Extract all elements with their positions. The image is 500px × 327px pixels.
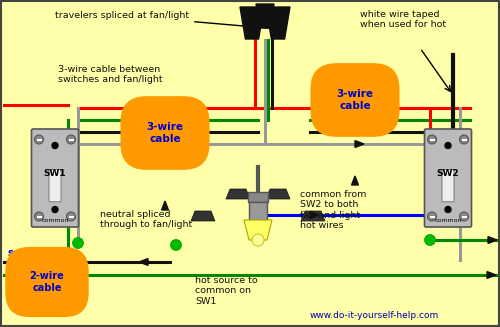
Bar <box>68 139 73 141</box>
Circle shape <box>34 135 43 144</box>
Text: 3-wire cable between
switches and fan/light: 3-wire cable between switches and fan/li… <box>58 65 162 84</box>
Polygon shape <box>240 7 264 39</box>
FancyBboxPatch shape <box>424 129 472 227</box>
Text: source
@1st switch: source @1st switch <box>8 248 78 270</box>
Polygon shape <box>355 105 364 112</box>
Polygon shape <box>168 117 177 123</box>
Bar <box>36 139 42 141</box>
Polygon shape <box>355 129 364 135</box>
Polygon shape <box>266 189 290 199</box>
Text: common from
SW2 to both
fan and light
hot wires: common from SW2 to both fan and light ho… <box>300 190 366 230</box>
Polygon shape <box>139 259 148 266</box>
Circle shape <box>66 135 76 144</box>
Polygon shape <box>168 105 177 112</box>
Text: www.do-it-yourself-help.com: www.do-it-yourself-help.com <box>310 311 440 320</box>
FancyBboxPatch shape <box>32 129 78 227</box>
Circle shape <box>52 206 58 213</box>
Polygon shape <box>487 272 496 278</box>
Polygon shape <box>301 211 325 221</box>
Bar <box>462 139 466 141</box>
Text: travelers spliced at fan/light: travelers spliced at fan/light <box>55 11 286 31</box>
Circle shape <box>252 234 264 246</box>
Text: common: common <box>434 218 462 223</box>
Polygon shape <box>488 236 497 243</box>
Text: 3-wire
cable: 3-wire cable <box>336 89 374 111</box>
FancyBboxPatch shape <box>442 169 454 202</box>
Bar <box>248 192 268 202</box>
Polygon shape <box>226 189 250 199</box>
Polygon shape <box>266 7 290 39</box>
Polygon shape <box>355 141 364 147</box>
Circle shape <box>72 237 84 249</box>
Polygon shape <box>146 129 155 135</box>
Polygon shape <box>162 201 168 210</box>
Bar <box>462 215 466 217</box>
Circle shape <box>460 135 468 144</box>
Text: SW2: SW2 <box>436 169 460 178</box>
Circle shape <box>52 143 58 148</box>
Circle shape <box>424 234 436 246</box>
Polygon shape <box>355 117 364 123</box>
Circle shape <box>170 239 181 250</box>
Text: common: common <box>41 218 69 223</box>
Circle shape <box>34 212 43 221</box>
Circle shape <box>460 212 468 221</box>
Text: 2-wire
cable: 2-wire cable <box>30 271 64 293</box>
Bar <box>430 139 434 141</box>
Text: 3-wire
cable: 3-wire cable <box>146 122 184 144</box>
Text: white wire taped
when used for hot: white wire taped when used for hot <box>360 10 446 29</box>
Polygon shape <box>310 212 319 218</box>
Bar <box>68 215 73 217</box>
Circle shape <box>66 212 76 221</box>
Circle shape <box>428 212 436 221</box>
Polygon shape <box>244 220 272 240</box>
Circle shape <box>445 206 451 213</box>
Bar <box>36 215 42 217</box>
Polygon shape <box>168 141 177 147</box>
Polygon shape <box>191 211 215 221</box>
Text: neutral spliced
through to fan/light: neutral spliced through to fan/light <box>100 210 192 230</box>
Circle shape <box>445 143 451 148</box>
Bar <box>430 215 434 217</box>
FancyBboxPatch shape <box>49 169 61 202</box>
Circle shape <box>428 135 436 144</box>
Polygon shape <box>352 176 358 185</box>
Text: SW1: SW1 <box>44 169 66 178</box>
Bar <box>249 202 267 220</box>
Text: hot source to
common on
SW1: hot source to common on SW1 <box>195 276 258 306</box>
Polygon shape <box>256 4 274 28</box>
